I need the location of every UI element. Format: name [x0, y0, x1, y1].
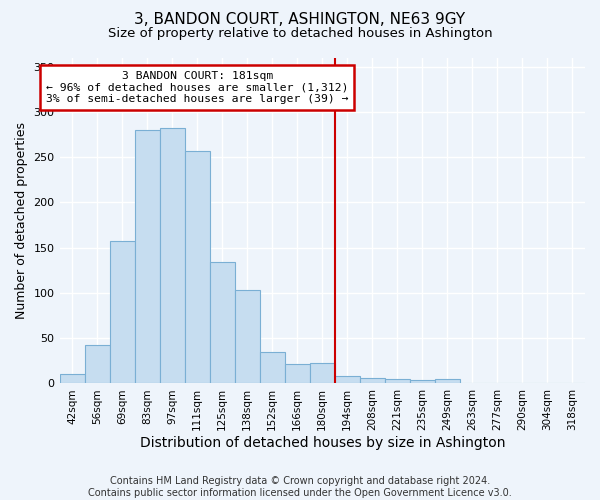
Bar: [385, 379, 410, 384]
Bar: [535, 382, 560, 384]
Bar: [59, 374, 85, 384]
Y-axis label: Number of detached properties: Number of detached properties: [15, 122, 28, 319]
Bar: [209, 262, 235, 384]
Bar: [435, 379, 460, 384]
Bar: [335, 376, 360, 384]
Text: 3, BANDON COURT, ASHINGTON, NE63 9GY: 3, BANDON COURT, ASHINGTON, NE63 9GY: [134, 12, 466, 28]
Text: Size of property relative to detached houses in Ashington: Size of property relative to detached ho…: [107, 28, 493, 40]
Bar: [85, 346, 110, 384]
Bar: [160, 128, 185, 384]
Bar: [235, 290, 260, 384]
Bar: [134, 130, 160, 384]
Bar: [260, 352, 285, 384]
Text: Contains HM Land Registry data © Crown copyright and database right 2024.
Contai: Contains HM Land Registry data © Crown c…: [88, 476, 512, 498]
Bar: [285, 364, 310, 384]
Bar: [410, 380, 435, 384]
X-axis label: Distribution of detached houses by size in Ashington: Distribution of detached houses by size …: [140, 436, 505, 450]
Bar: [110, 242, 134, 384]
Text: 3 BANDON COURT: 181sqm
← 96% of detached houses are smaller (1,312)
3% of semi-d: 3 BANDON COURT: 181sqm ← 96% of detached…: [46, 71, 349, 104]
Bar: [310, 362, 335, 384]
Bar: [185, 151, 209, 384]
Bar: [360, 378, 385, 384]
Bar: [460, 382, 485, 384]
